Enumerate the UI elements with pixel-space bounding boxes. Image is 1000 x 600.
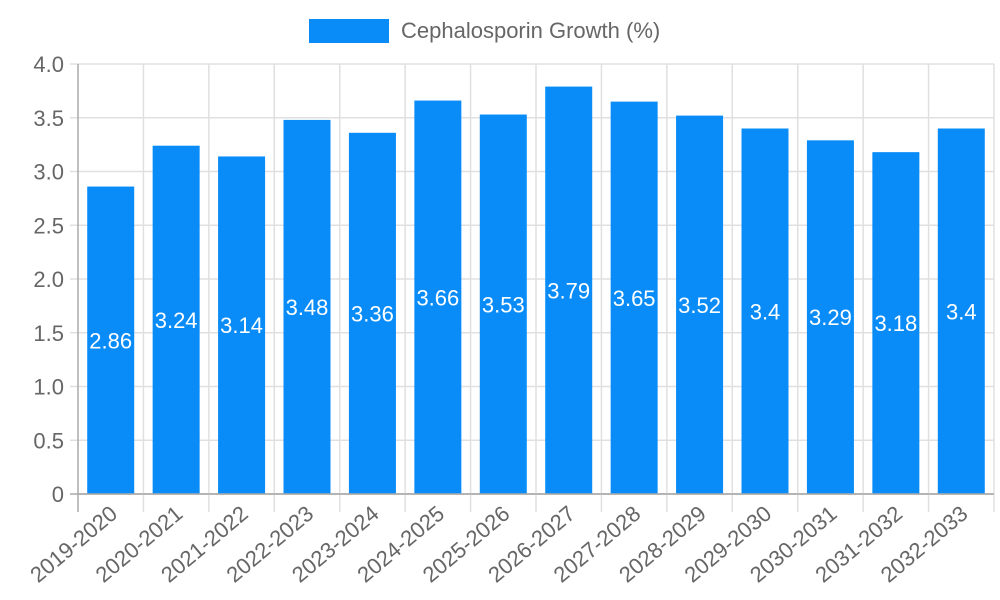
grid-lines <box>70 63 995 512</box>
y-tick-label: 1.5 <box>33 321 64 346</box>
bar-value-label: 3.36 <box>351 301 394 326</box>
bar[interactable] <box>218 156 266 494</box>
legend-swatch <box>309 19 389 43</box>
bar[interactable] <box>414 100 462 495</box>
bar-value-label: 2.86 <box>89 328 132 353</box>
y-tick-label: 3.5 <box>33 106 64 131</box>
bar[interactable] <box>676 115 724 494</box>
bar[interactable] <box>806 140 854 494</box>
bar-value-label: 3.29 <box>809 305 852 330</box>
y-tick-label: 2.5 <box>33 213 64 238</box>
y-tick-label: 0.5 <box>33 428 64 453</box>
bar-value-label: 3.18 <box>874 311 917 336</box>
bar-value-label: 3.66 <box>416 285 459 310</box>
bar[interactable] <box>872 152 920 494</box>
y-axis: 0 0.5 1.0 1.5 2.0 2.5 3.0 3.5 4.0 <box>33 52 64 507</box>
y-tick-label: 1.0 <box>33 375 64 400</box>
bars: 2.86 3.24 3.14 3.48 3.36 3.66 3.53 3.79 3.65 3.52… <box>87 86 985 495</box>
bar[interactable] <box>479 114 527 495</box>
bar[interactable] <box>348 132 396 495</box>
bar[interactable] <box>283 119 331 495</box>
bar[interactable] <box>545 86 593 494</box>
y-tick-label: 4.0 <box>33 52 64 77</box>
bar-value-label: 3.79 <box>547 278 590 303</box>
y-tick-label: 0 <box>52 482 64 507</box>
chart-legend[interactable]: Cephalosporin Growth (%) <box>309 18 660 44</box>
bar[interactable] <box>87 186 135 495</box>
bar-value-label: 3.24 <box>155 308 198 333</box>
legend-label: Cephalosporin Growth (%) <box>401 18 661 43</box>
bar-value-label: 3.65 <box>613 286 656 311</box>
y-tick-label: 3.0 <box>33 160 64 185</box>
bar-value-label: 3.14 <box>220 313 263 338</box>
y-tick-label: 2.0 <box>33 267 64 292</box>
bar-value-label: 3.52 <box>678 293 721 318</box>
bar[interactable] <box>152 145 200 494</box>
x-axis: 2019-20202020-20212021-20222022-20232023… <box>25 493 994 587</box>
bar[interactable] <box>741 128 789 495</box>
bar-value-label: 3.53 <box>482 292 525 317</box>
bar[interactable] <box>610 101 658 494</box>
bar-value-label: 3.48 <box>286 295 329 320</box>
bar[interactable] <box>937 128 985 495</box>
bar-value-label: 3.4 <box>946 299 977 324</box>
bar-value-label: 3.4 <box>750 299 781 324</box>
